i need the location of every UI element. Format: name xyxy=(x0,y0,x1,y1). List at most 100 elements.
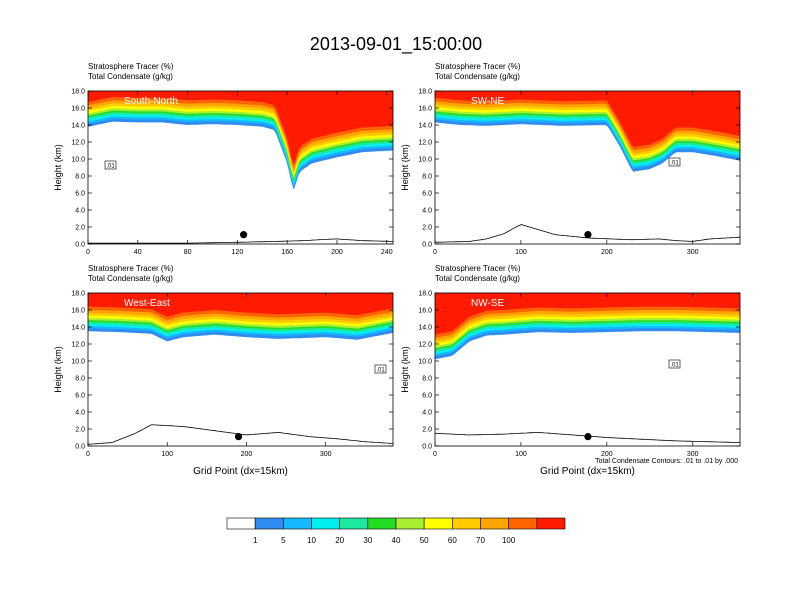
x-tick-label: 0 xyxy=(433,249,437,256)
panel-label: South-North xyxy=(124,96,178,107)
y-tick-label: 16.0 xyxy=(71,308,85,315)
y-tick-label: 12.0 xyxy=(71,342,85,349)
terrain-line xyxy=(88,238,393,244)
x-tick-label: 200 xyxy=(331,249,343,256)
y-tick-label: 6.0 xyxy=(422,191,432,198)
y-tick-label: 8.0 xyxy=(422,174,432,181)
panel-1: South-North .01 0.0 2.0 4.0 6.0 8.0 10.0 12.0 14.… xyxy=(53,62,394,256)
plot-area xyxy=(435,293,740,446)
panel-title-line1: Stratosphere Tracer (%) xyxy=(435,62,521,71)
panels-group: South-North .01 0.0 2.0 4.0 6.0 8.0 10.0 12.0 14.… xyxy=(53,62,741,477)
colorbar-swatch xyxy=(452,517,481,530)
y-tick-label: 4.0 xyxy=(422,410,432,417)
y-tick-label: 16.0 xyxy=(71,106,85,113)
colorbar-label: 40 xyxy=(392,536,401,545)
y-tick-label: 18.0 xyxy=(71,291,85,298)
y-tick-label: 14.0 xyxy=(71,325,85,332)
x-tick-label: 160 xyxy=(281,249,293,256)
contour-label: .01 xyxy=(670,161,679,167)
x-axis-label: Grid Point (dx=15km) xyxy=(193,466,288,477)
x-tick-label: 300 xyxy=(320,451,332,458)
y-tick-label: 0.0 xyxy=(75,242,85,249)
panel-title-line2: Total Condensate (g/kg) xyxy=(88,72,173,81)
x-tick-label: 0 xyxy=(433,451,437,458)
colorbar-swatch xyxy=(254,517,284,530)
contour-label-box xyxy=(668,359,681,369)
y-tick-label: 18.0 xyxy=(418,89,432,96)
y-tick-label: 14.0 xyxy=(418,123,432,130)
colorbar-swatch xyxy=(536,517,566,530)
x-tick-label: 100 xyxy=(515,451,527,458)
y-tick-label: 6.0 xyxy=(422,393,432,400)
y-tick-label: 2.0 xyxy=(75,427,85,434)
y-tick-label: 14.0 xyxy=(71,123,85,130)
y-tick-label: 2.0 xyxy=(422,225,432,232)
x-tick-label: 40 xyxy=(134,249,142,256)
tracer-band xyxy=(435,293,740,335)
y-tick-label: 2.0 xyxy=(422,427,432,434)
panel-title-line1: Stratosphere Tracer (%) xyxy=(88,62,174,71)
x-tick-label: 100 xyxy=(161,451,173,458)
site-marker xyxy=(584,231,592,239)
contour-label-box xyxy=(668,157,681,167)
y-tick-label: 10.0 xyxy=(71,359,85,366)
contour-label-box xyxy=(104,160,117,170)
colorbar-swatch xyxy=(283,517,312,530)
y-tick-label: 12.0 xyxy=(418,140,432,147)
x-axis-label: Grid Point (dx=15km) xyxy=(540,466,635,477)
tracer-band xyxy=(88,293,393,317)
y-tick-label: 0.0 xyxy=(75,444,85,451)
x-tick-label: 240 xyxy=(381,249,393,256)
axes-frame xyxy=(434,292,741,447)
panel-label: SW-NE xyxy=(471,96,504,107)
y-tick-label: 4.0 xyxy=(75,208,85,215)
y-tick-label: 14.0 xyxy=(418,325,432,332)
x-tick-label: 0 xyxy=(86,451,90,458)
contour-label: .01 xyxy=(106,164,115,170)
plot-area xyxy=(435,91,740,244)
y-tick-label: 0.0 xyxy=(422,242,432,249)
panel-title-line2: Total Condensate (g/kg) xyxy=(435,72,520,81)
x-tick-label: 80 xyxy=(184,249,192,256)
colorbar-swatch xyxy=(508,517,538,530)
y-tick-label: 8.0 xyxy=(422,376,432,383)
y-tick-label: 10.0 xyxy=(71,157,85,164)
plot-area xyxy=(88,293,393,446)
contour-label-box xyxy=(374,364,387,374)
x-tick-label: 200 xyxy=(601,249,613,256)
panel-label: West-East xyxy=(124,298,170,309)
x-tick-label: 100 xyxy=(515,249,527,256)
axes-frame xyxy=(87,292,394,447)
x-tick-label: 300 xyxy=(687,451,699,458)
y-tick-label: 18.0 xyxy=(71,89,85,96)
y-tick-label: 12.0 xyxy=(418,342,432,349)
panel-2: SW-NE .01 0.0 2.0 4.0 6.0 8.0 10.0 12.0 14.0 16.0 1… xyxy=(400,62,741,256)
panel-4: NW-SE .01 0.0 2.0 4.0 6.0 8.0 10.0 12.0 14.0 16.0 1… xyxy=(400,264,741,477)
y-tick-label: 10.0 xyxy=(418,157,432,164)
tracer-band xyxy=(435,91,740,147)
y-tick-label: 4.0 xyxy=(422,208,432,215)
y-tick-label: 2.0 xyxy=(75,225,85,232)
colorbar: 1 5 10 20 30 40 50 60 70 100 xyxy=(226,517,566,545)
colorbar-label: 70 xyxy=(476,536,485,545)
y-tick-label: 8.0 xyxy=(75,174,85,181)
colorbar-swatch xyxy=(311,517,340,530)
y-axis-label: Height (km) xyxy=(53,346,63,393)
colorbar-swatch xyxy=(339,517,369,530)
y-tick-label: 16.0 xyxy=(418,106,432,113)
y-tick-label: 12.0 xyxy=(71,140,85,147)
plot-area xyxy=(88,91,393,244)
axes-frame xyxy=(87,90,394,245)
y-tick-label: 4.0 xyxy=(75,410,85,417)
contour-label: .01 xyxy=(376,368,385,374)
panel-title-line1: Stratosphere Tracer (%) xyxy=(88,264,174,273)
colorbar-swatch xyxy=(480,517,509,530)
site-marker xyxy=(234,433,243,441)
x-tick-label: 0 xyxy=(86,249,90,256)
colorbar-label: 100 xyxy=(502,536,516,545)
colorbar-label: 1 xyxy=(253,536,258,545)
panel-title-line1: Stratosphere Tracer (%) xyxy=(435,264,521,273)
y-tick-label: 0.0 xyxy=(422,444,432,451)
colorbar-swatch xyxy=(395,517,425,530)
